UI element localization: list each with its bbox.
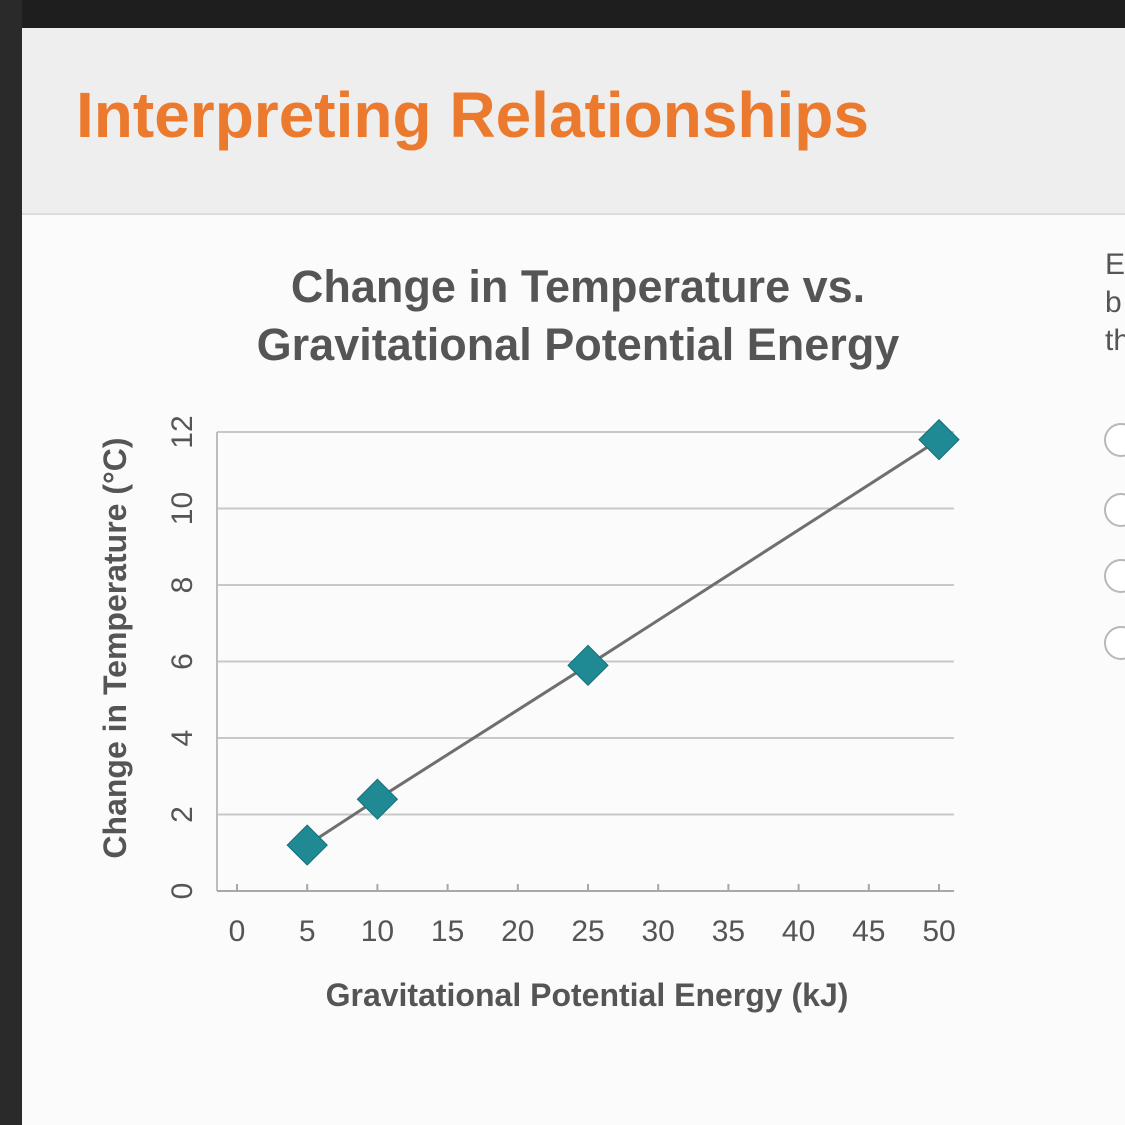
data-point-marker [286, 824, 328, 866]
side-text-line: b [1105, 286, 1122, 319]
x-tick-label: 40 [782, 915, 815, 948]
data-point-marker [356, 778, 399, 820]
y-tick-label: 0 [166, 883, 199, 900]
x-tick-label: 45 [852, 915, 885, 948]
side-text-line: E [1105, 248, 1125, 281]
x-tick-label: 15 [431, 915, 464, 948]
y-tick-label: 12 [166, 415, 199, 448]
chart-title: Change in Temperature vs. [291, 261, 865, 312]
answer-radio-1[interactable] [1104, 423, 1125, 457]
page-title: Interpreting Relationships [76, 79, 869, 151]
monitor-bezel-left [0, 0, 22, 1125]
series-layer [286, 418, 960, 866]
x-tick-label: 20 [501, 915, 534, 948]
header-band: Interpreting Relationships [22, 28, 1125, 215]
y-axis-label: Change in Temperature (°C) [97, 437, 133, 858]
label-layer: 0 5 10 15 20 25 30 35 40 45 50 0 2 4 6 8 10 12 Change in T… [97, 261, 956, 1013]
screen: Interpreting Relationships E b th 0 5 10 15… [22, 28, 1125, 1125]
data-point-marker [567, 644, 609, 687]
x-tick-label: 50 [922, 915, 955, 948]
answer-radio-3[interactable] [1104, 559, 1125, 593]
y-tick-label: 10 [166, 492, 199, 525]
x-tick-label: 35 [712, 915, 745, 948]
monitor-bezel-top [0, 0, 1125, 28]
side-text-line: th [1105, 324, 1125, 357]
x-axis-label: Gravitational Potential Energy (kJ) [326, 977, 849, 1013]
chart-title: Gravitational Potential Energy [257, 319, 900, 370]
x-tick-label: 5 [299, 915, 316, 948]
y-tick-label: 2 [166, 806, 199, 823]
y-tick-label: 4 [166, 730, 199, 747]
series-line [306, 438, 940, 847]
grid-layer [217, 431, 954, 816]
side-panel-text: E b th [1105, 246, 1125, 360]
y-tick-label: 6 [166, 653, 199, 670]
x-tick-label: 30 [642, 915, 675, 948]
x-tick-label: 0 [229, 915, 246, 948]
axis-layer [216, 432, 954, 892]
x-tick-label: 25 [571, 915, 604, 948]
data-point-marker [918, 418, 960, 461]
answer-radio-2[interactable] [1104, 493, 1125, 527]
chart: 0 5 10 15 20 25 30 35 40 45 50 0 2 4 6 8 10 12 Change in T… [97, 261, 960, 1013]
y-tick-label: 8 [166, 577, 199, 594]
x-tick-label: 10 [361, 915, 394, 948]
answer-radio-4[interactable] [1104, 626, 1125, 660]
